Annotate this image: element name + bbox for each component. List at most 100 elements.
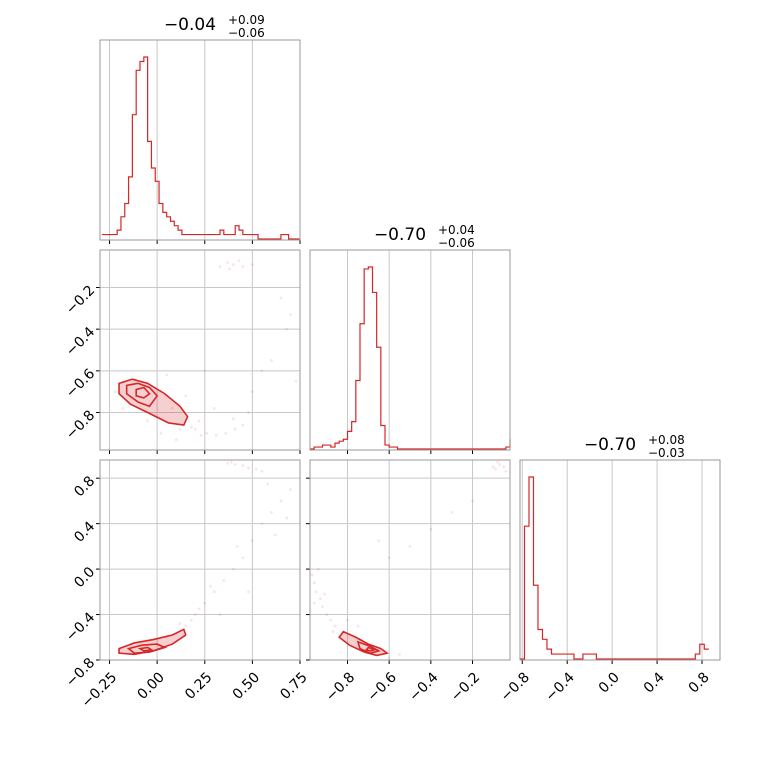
scatter-point bbox=[190, 425, 193, 429]
scatter-point bbox=[314, 590, 318, 594]
scatter-point bbox=[165, 373, 169, 377]
scatter-point bbox=[408, 544, 412, 548]
scatter-point bbox=[429, 527, 433, 531]
x-tick-label: −0.2 bbox=[448, 669, 483, 704]
y-tick-label: 0.0 bbox=[71, 564, 98, 591]
x-tick-label: 0.75 bbox=[277, 669, 310, 702]
scatter-point bbox=[471, 499, 474, 503]
scatter-point bbox=[241, 556, 245, 560]
scatter-point bbox=[377, 539, 381, 543]
x-tick-label: −0.8 bbox=[323, 669, 358, 704]
scatter-point bbox=[209, 584, 212, 588]
histogram-hist-1 bbox=[310, 266, 511, 450]
histogram-hist-2 bbox=[520, 476, 709, 660]
x-tick-label: 0.00 bbox=[135, 669, 168, 702]
scatter-point bbox=[205, 431, 209, 435]
scatter-point bbox=[159, 431, 163, 435]
panel-frame bbox=[309, 459, 511, 661]
scatter-point bbox=[250, 390, 254, 394]
scatter-point bbox=[496, 460, 499, 464]
scatter-point bbox=[228, 267, 231, 271]
contour-level-1 bbox=[118, 628, 187, 656]
scatter-point bbox=[174, 438, 178, 441]
scatter-point bbox=[289, 313, 292, 316]
scatter-point bbox=[387, 556, 391, 560]
panel-hist-2: −0.70 +0.08−0.03 bbox=[519, 433, 721, 664]
scatter-point bbox=[498, 463, 501, 466]
panel-title-sub-hist-2: −0.03 bbox=[648, 446, 685, 460]
x-tick-label: 0.0 bbox=[596, 669, 623, 696]
scatter-point bbox=[184, 624, 188, 628]
scatter-point bbox=[285, 516, 289, 520]
scatter-point bbox=[178, 622, 182, 626]
x-tick-label: −0.6 bbox=[365, 669, 400, 704]
scatter-point bbox=[190, 618, 193, 622]
scatter-point bbox=[218, 613, 222, 616]
x-tick-label: 0.4 bbox=[641, 669, 668, 696]
scatter-point bbox=[254, 467, 258, 471]
scatter-point bbox=[146, 419, 150, 423]
scatter-point bbox=[260, 469, 264, 473]
scatter-point bbox=[224, 431, 228, 435]
panel-hist-1: −0.70 +0.04−0.06 bbox=[309, 223, 511, 454]
scatter-point bbox=[329, 618, 333, 622]
scatter-point bbox=[494, 467, 497, 471]
contour-level-1 bbox=[338, 630, 389, 657]
scatter-point bbox=[491, 465, 495, 469]
scatter-point bbox=[387, 656, 391, 660]
scatter-point bbox=[260, 522, 264, 526]
scatter-point bbox=[504, 469, 508, 473]
scatter-point bbox=[231, 263, 235, 266]
scatter-point bbox=[241, 265, 245, 269]
scatter-point bbox=[212, 590, 216, 594]
panel-scatter-2-0 bbox=[96, 459, 301, 664]
scatter-point bbox=[193, 427, 197, 431]
panel-title-sup-hist-1: +0.04 bbox=[438, 223, 475, 237]
scatter-point bbox=[270, 510, 273, 514]
scatter-point bbox=[331, 630, 335, 633]
scatter-point bbox=[222, 579, 226, 582]
scatter-point bbox=[279, 499, 283, 503]
panel-title-sub-hist-0: −0.06 bbox=[228, 26, 265, 40]
scatter-point bbox=[294, 379, 298, 383]
scatter-point bbox=[178, 427, 182, 431]
scatter-point bbox=[398, 652, 401, 656]
scatter-point bbox=[333, 624, 337, 628]
y-tick-label: 0.4 bbox=[71, 519, 98, 546]
scatter-point bbox=[197, 419, 201, 423]
contour-level-2 bbox=[356, 640, 381, 655]
panel-title-hist-1: −0.70 bbox=[374, 225, 426, 245]
panel-title-hist-0: −0.04 bbox=[164, 15, 216, 35]
scatter-point bbox=[316, 567, 320, 571]
scatter-point bbox=[279, 296, 283, 300]
scatter-point bbox=[113, 390, 117, 394]
scatter-point bbox=[250, 263, 254, 266]
scatter-point bbox=[121, 406, 125, 410]
scatter-point bbox=[260, 369, 264, 373]
scatter-point bbox=[285, 327, 289, 331]
x-tick-label: −0.8 bbox=[498, 669, 533, 704]
scatter-point bbox=[273, 533, 277, 537]
panel-title-sub-hist-1: −0.06 bbox=[438, 236, 475, 250]
scatter-point bbox=[203, 601, 207, 605]
scatter-point bbox=[214, 434, 218, 437]
panel-scatter-1-0 bbox=[96, 249, 301, 454]
scatter-point bbox=[184, 394, 188, 398]
panel-frame bbox=[99, 39, 301, 241]
contour-level-1 bbox=[118, 378, 189, 426]
contour-level-2 bbox=[125, 382, 159, 408]
scatter-point bbox=[289, 488, 292, 491]
contour-fill bbox=[119, 629, 186, 655]
scatter-point bbox=[226, 462, 230, 465]
contour-level-3 bbox=[135, 386, 151, 399]
x-tick-label: 0.8 bbox=[686, 669, 713, 696]
scatter-point bbox=[170, 406, 174, 410]
panel-frame bbox=[309, 249, 511, 451]
contour-level-2 bbox=[126, 643, 168, 655]
scatter-point bbox=[312, 581, 316, 585]
scatter-point bbox=[218, 265, 222, 269]
y-tick-label: −0.2 bbox=[63, 282, 98, 317]
scatter-point bbox=[312, 601, 316, 605]
panel-frame bbox=[99, 459, 301, 661]
